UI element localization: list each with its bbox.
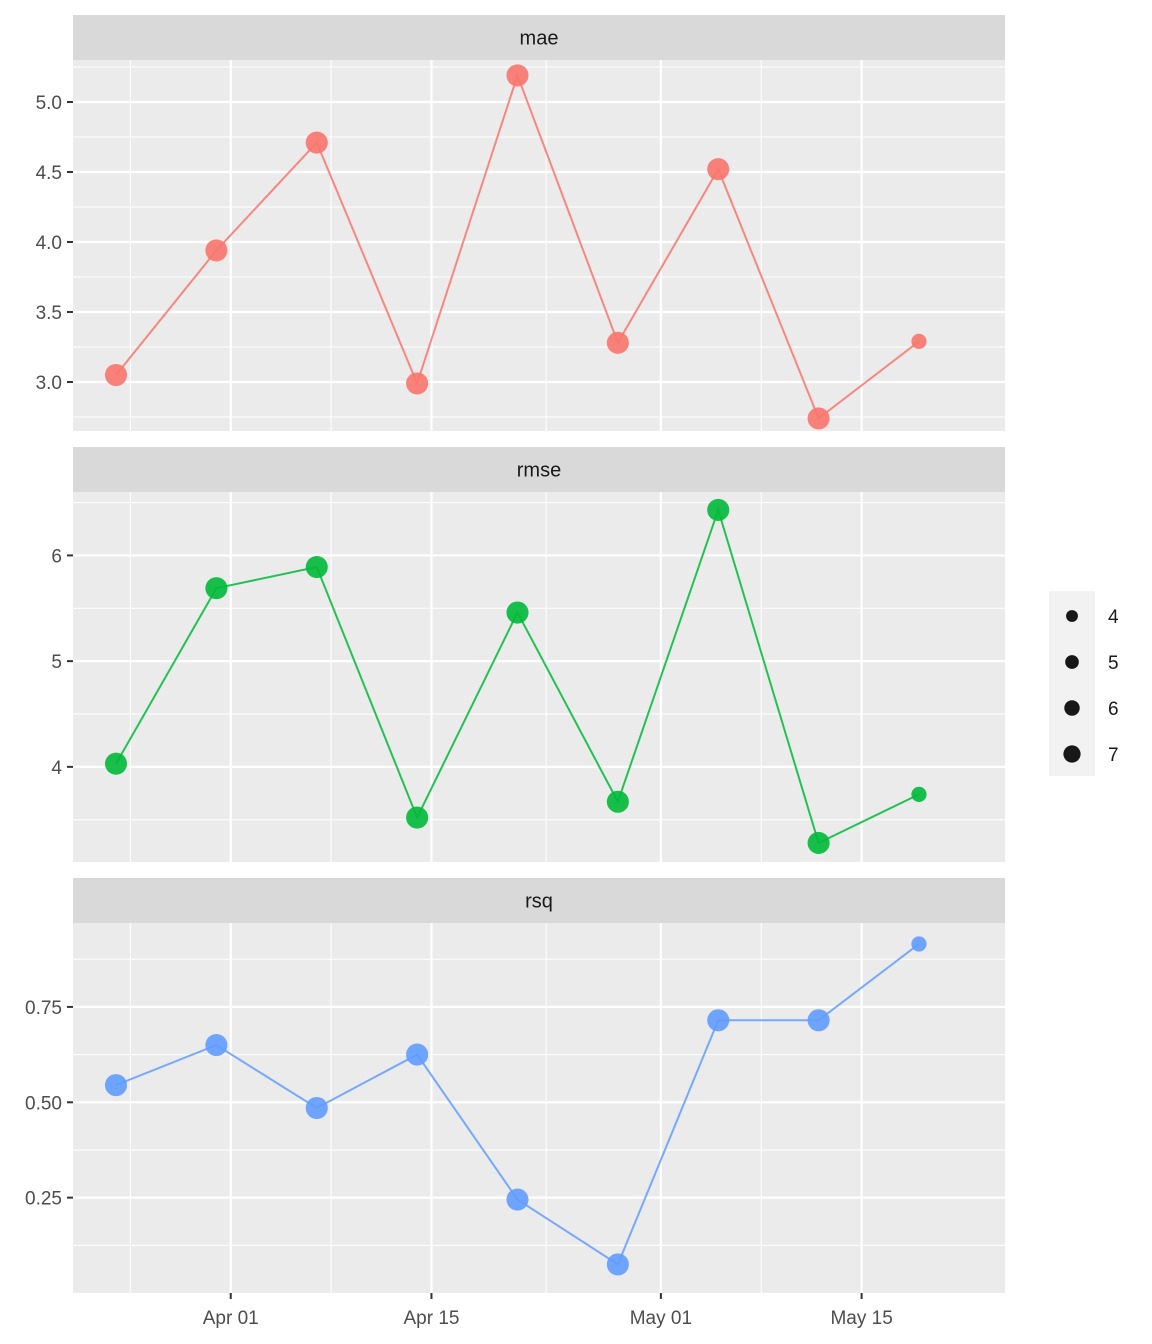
x-tick-label: May 01 [630, 1308, 692, 1329]
data-point-rsq [911, 936, 927, 952]
facet-strip-rmse [73, 447, 1005, 492]
data-point-rmse [104, 752, 128, 775]
y-tick-label: 0.50 [25, 1093, 62, 1114]
data-point-mae [205, 239, 228, 262]
data-point-rsq [205, 1034, 228, 1057]
y-tick-label: 4.0 [36, 233, 62, 254]
data-point-rsq [807, 1009, 830, 1032]
x-tick-label: Apr 15 [403, 1308, 459, 1329]
data-point-rsq [606, 1253, 629, 1276]
data-point-rsq [104, 1074, 128, 1097]
data-point-rmse [406, 806, 429, 829]
legend-label: 4 [1108, 607, 1119, 628]
y-tick-label: 4.5 [36, 163, 62, 184]
data-point-mae [305, 131, 328, 154]
legend-label: 7 [1108, 745, 1119, 766]
facet-strip-rsq [73, 878, 1005, 923]
panel-background [73, 492, 1005, 862]
y-tick-label: 3.5 [36, 303, 62, 324]
facet-strip-label: rsq [525, 891, 553, 913]
facet-strip-label: mae [520, 28, 559, 50]
legend-label: 5 [1108, 653, 1119, 674]
data-point-rmse [205, 577, 228, 600]
x-tick-label: Apr 01 [203, 1308, 259, 1329]
legend-point [1064, 700, 1080, 716]
data-point-rmse [707, 498, 730, 522]
data-point-rsq [506, 1188, 529, 1211]
y-tick-label: 5.0 [36, 93, 62, 114]
legend-point [1065, 655, 1079, 669]
x-tick-label: May 15 [830, 1308, 892, 1329]
legend-point [1063, 745, 1081, 763]
data-point-rmse [305, 556, 328, 579]
y-tick-label: 0.25 [25, 1189, 62, 1210]
y-tick-label: 5 [51, 652, 62, 673]
legend-point [1066, 610, 1078, 622]
data-point-mae [406, 372, 429, 395]
data-point-rmse [506, 601, 529, 624]
data-point-mae [807, 407, 830, 430]
y-tick-label: 0.75 [25, 998, 62, 1019]
facet-strip-label: rmse [517, 460, 561, 482]
data-point-mae [506, 64, 529, 87]
data-point-rsq [406, 1043, 429, 1066]
data-point-mae [606, 331, 629, 354]
legend-label: 6 [1108, 699, 1119, 720]
data-point-rmse [807, 831, 830, 855]
data-point-rmse [911, 786, 927, 802]
y-tick-label: 4 [51, 758, 62, 779]
data-point-mae [911, 333, 927, 349]
data-point-rmse [606, 790, 629, 813]
data-point-mae [104, 363, 128, 387]
panel-background [73, 60, 1005, 431]
data-point-mae [707, 158, 730, 181]
facet-strip-mae [73, 15, 1005, 60]
y-tick-label: 6 [51, 546, 62, 567]
y-tick-label: 3.0 [36, 373, 62, 394]
data-point-rsq [707, 1009, 730, 1032]
data-point-rsq [305, 1096, 328, 1120]
panel-background [73, 923, 1005, 1293]
